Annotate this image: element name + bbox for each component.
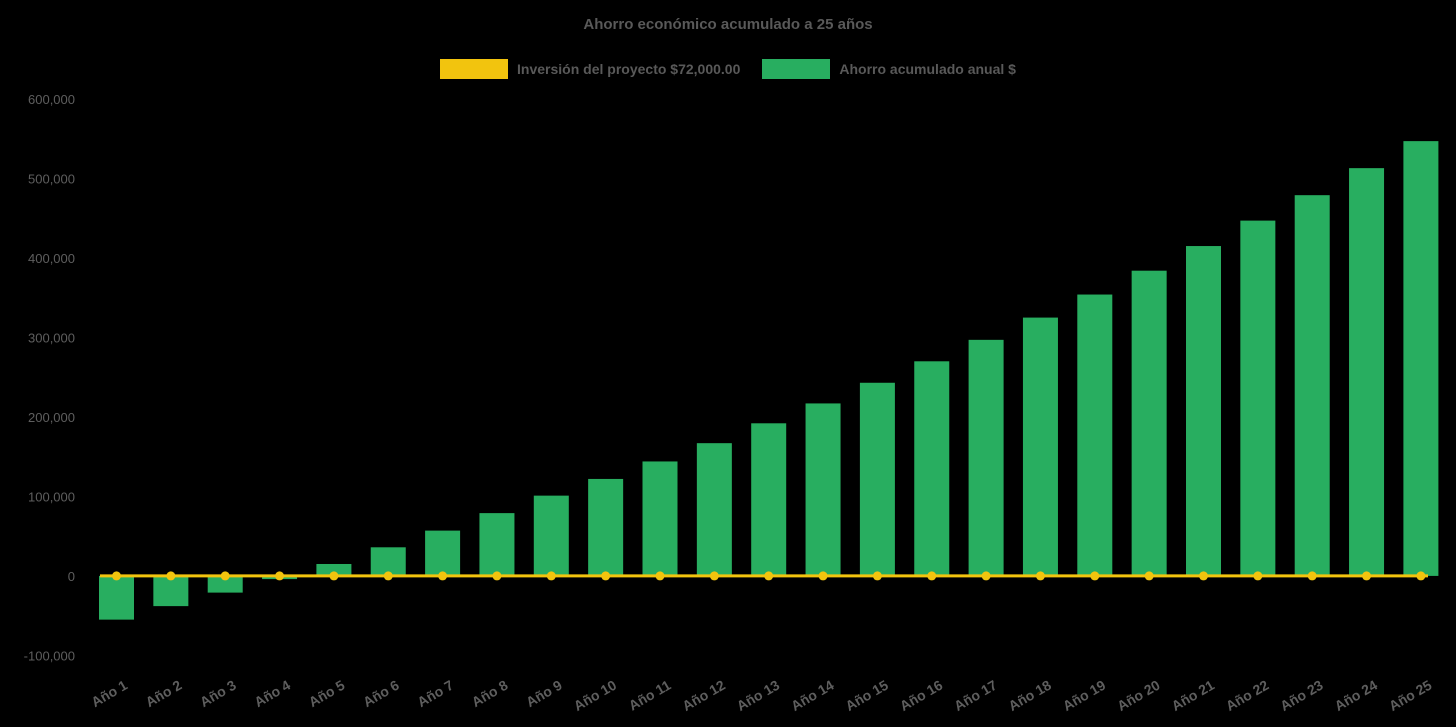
bar-año-3 bbox=[207, 575, 243, 593]
investment-line-marker bbox=[601, 571, 611, 581]
legend-label-investment: Inversión del proyecto $72,000.00 bbox=[517, 61, 741, 77]
x-axis-category-label: Año 9 bbox=[523, 677, 565, 710]
bar-año-6 bbox=[370, 547, 406, 576]
bar-año-7 bbox=[425, 530, 461, 576]
x-axis-category-label: Año 15 bbox=[842, 677, 891, 714]
investment-line-marker bbox=[1035, 571, 1045, 581]
investment-line-marker bbox=[927, 571, 937, 581]
bar-año-18 bbox=[1022, 317, 1058, 576]
bar-año-9 bbox=[533, 495, 569, 576]
investment-line-marker bbox=[764, 571, 774, 581]
investment-line-marker bbox=[655, 571, 665, 581]
investment-line-marker bbox=[1090, 571, 1100, 581]
bar-año-1 bbox=[99, 575, 134, 620]
investment-line-marker bbox=[166, 571, 176, 581]
legend-label-savings: Ahorro acumulado anual $ bbox=[839, 61, 1016, 77]
x-axis-category-label: Año 5 bbox=[306, 677, 348, 710]
bar-año-20 bbox=[1131, 270, 1167, 576]
bar-año-2 bbox=[153, 575, 189, 607]
x-axis-category-label: Año 14 bbox=[788, 677, 837, 714]
legend-item-savings[interactable]: Ahorro acumulado anual $ bbox=[762, 59, 1016, 79]
y-axis-tick-label: 600,000 bbox=[28, 92, 75, 107]
chart-title: Ahorro económico acumulado a 25 años bbox=[583, 16, 873, 33]
investment-line-marker bbox=[872, 571, 882, 581]
y-axis-tick-label: 0 bbox=[68, 569, 75, 584]
x-axis-category-label: Año 23 bbox=[1277, 677, 1326, 714]
x-axis-category-label: Año 8 bbox=[469, 677, 511, 710]
investment-line-marker bbox=[112, 571, 121, 581]
x-axis-category-label: Año 11 bbox=[626, 677, 674, 714]
bar-año-11 bbox=[642, 461, 678, 576]
bar-año-16 bbox=[914, 361, 950, 576]
y-axis-tick-label: 200,000 bbox=[28, 410, 75, 425]
bar-año-19 bbox=[1077, 294, 1113, 576]
bar-año-17 bbox=[968, 339, 1004, 576]
y-axis-tick-label: -100,000 bbox=[24, 648, 75, 663]
x-axis-category-label: Año 20 bbox=[1114, 677, 1163, 714]
x-axis-category-label: Año 21 bbox=[1169, 677, 1218, 714]
x-axis-category-label: Año 13 bbox=[734, 677, 783, 714]
x-axis-category-label: Año 19 bbox=[1060, 677, 1109, 714]
y-axis-tick-label: 100,000 bbox=[28, 489, 75, 504]
x-axis-category-label: Año 10 bbox=[571, 677, 620, 714]
investment-line-marker bbox=[709, 571, 719, 581]
investment-line-marker bbox=[492, 571, 502, 581]
x-axis-category-label: Año 22 bbox=[1223, 677, 1272, 714]
bar-año-14 bbox=[805, 403, 841, 576]
investment-line-marker bbox=[1144, 571, 1154, 581]
bar-año-10 bbox=[588, 478, 624, 576]
investment-line-marker bbox=[546, 571, 556, 581]
investment-line-marker bbox=[1362, 571, 1372, 581]
investment-line-marker bbox=[1253, 571, 1263, 581]
investment-line-marker bbox=[1416, 571, 1426, 581]
investment-line-marker bbox=[1307, 571, 1317, 581]
investment-line-marker bbox=[818, 571, 828, 581]
bar-año-5 bbox=[316, 563, 352, 576]
bar-año-21 bbox=[1186, 246, 1221, 576]
legend: Inversión del proyecto $72,000.00 Ahorro… bbox=[0, 59, 1456, 79]
investment-line-marker bbox=[329, 571, 339, 581]
x-axis-category-label: Año 1 bbox=[88, 677, 130, 710]
investment-line-marker bbox=[275, 571, 285, 581]
bar-año-13 bbox=[751, 423, 787, 576]
x-axis-category-label: Año 12 bbox=[679, 677, 728, 714]
investment-swatch-icon bbox=[440, 59, 509, 79]
bar-año-25 bbox=[1403, 141, 1439, 576]
investment-line-marker bbox=[438, 571, 448, 581]
x-axis-category-label: Año 4 bbox=[251, 677, 293, 710]
x-axis-category-label: Año 16 bbox=[897, 677, 946, 714]
x-axis-category-label: Año 2 bbox=[143, 677, 185, 710]
x-axis-category-label: Año 3 bbox=[197, 677, 239, 710]
x-axis-category-label: Año 24 bbox=[1332, 677, 1381, 714]
investment-line-marker bbox=[383, 571, 393, 581]
savings-swatch-icon bbox=[762, 59, 831, 79]
investment-line-marker bbox=[220, 571, 230, 581]
x-axis-category-label: Año 25 bbox=[1386, 677, 1435, 714]
y-axis-tick-label: 500,000 bbox=[28, 171, 75, 186]
x-axis-category-label: Año 17 bbox=[951, 677, 1000, 714]
investment-line-marker bbox=[981, 571, 991, 581]
bar-año-23 bbox=[1294, 195, 1330, 576]
bar-año-15 bbox=[859, 382, 895, 576]
legend-item-investment[interactable]: Inversión del proyecto $72,000.00 bbox=[440, 59, 740, 79]
bar-año-22 bbox=[1240, 220, 1276, 576]
x-axis-category-label: Año 18 bbox=[1006, 677, 1055, 714]
investment-line-marker bbox=[1199, 571, 1208, 581]
y-axis-tick-label: 400,000 bbox=[28, 251, 75, 266]
bar-año-12 bbox=[696, 443, 732, 576]
bar-año-8 bbox=[479, 513, 515, 576]
x-axis-category-label: Año 6 bbox=[360, 677, 402, 710]
x-axis-category-label: Año 7 bbox=[414, 677, 456, 710]
bar-año-24 bbox=[1349, 168, 1385, 576]
y-axis-tick-label: 300,000 bbox=[28, 330, 75, 345]
